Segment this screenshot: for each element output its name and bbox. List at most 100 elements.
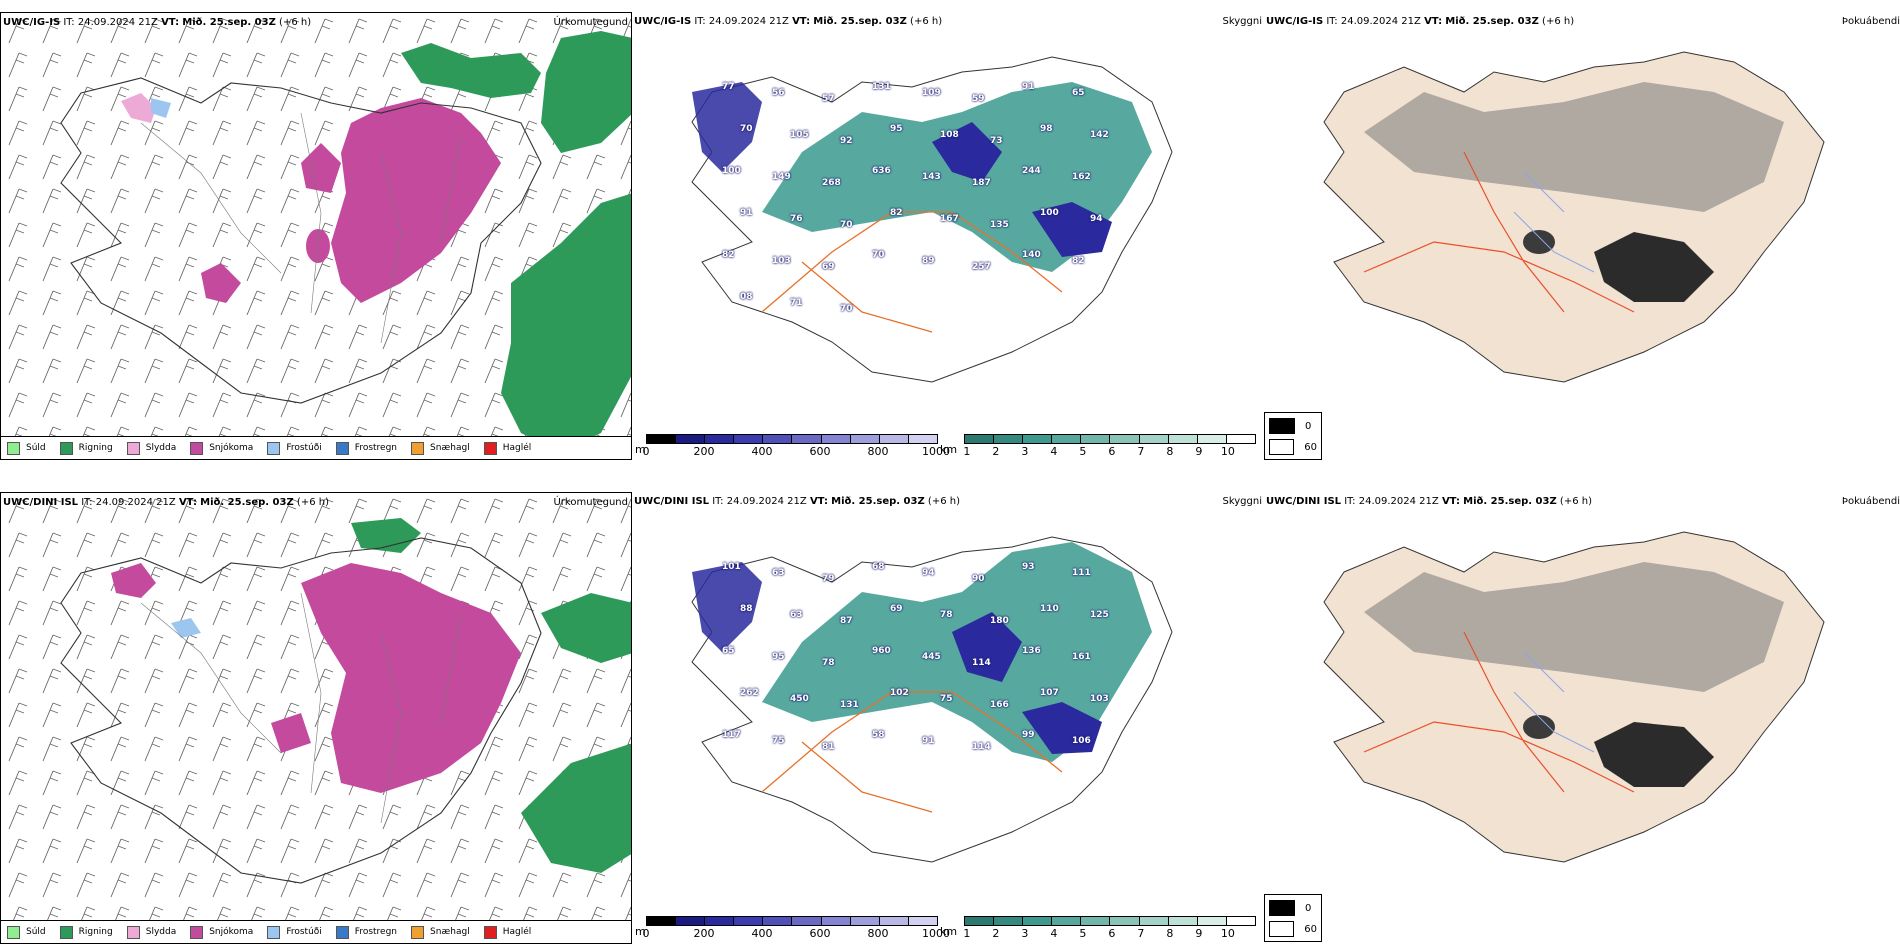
road-lines bbox=[761, 691, 1063, 813]
colorbar-segment bbox=[763, 435, 793, 443]
colorbar-tick-label: 800 bbox=[867, 445, 889, 458]
legend-swatch bbox=[126, 441, 140, 455]
cloud-base-label: 82 bbox=[890, 208, 903, 218]
legend-swatch bbox=[190, 925, 204, 939]
colorbar-tick-label: 10 bbox=[1220, 445, 1235, 458]
variable-name: Skyggni bbox=[1222, 16, 1262, 27]
legend-swatch bbox=[411, 441, 425, 455]
legend-label: Frostregn bbox=[354, 443, 398, 453]
iceland-coastline bbox=[60, 77, 542, 404]
colorbar-tick-label: 4 bbox=[1050, 927, 1058, 940]
map-dini-precip bbox=[1, 493, 631, 943]
lead-time: (+6 h) bbox=[910, 16, 943, 27]
map-igis-fog bbox=[1323, 51, 1825, 383]
colorbar-tick-label: 5 bbox=[1079, 445, 1087, 458]
colorbar-bar bbox=[964, 916, 1256, 926]
cloud-base-label: 180 bbox=[990, 616, 1009, 626]
cloud-base-label: 71 bbox=[790, 298, 803, 308]
it-value: 24.09.2024 21Z bbox=[95, 497, 176, 508]
cloud-base-label: 90 bbox=[972, 574, 985, 584]
cloud-base-label: 56 bbox=[772, 88, 785, 98]
it-value: 24.09.2024 21Z bbox=[77, 17, 158, 28]
road-lines bbox=[1363, 631, 1635, 793]
cloud-base-label: 140 bbox=[1022, 250, 1041, 260]
cloud-base-label: 109 bbox=[922, 88, 941, 98]
it-label: IT: bbox=[63, 17, 75, 28]
colorbar-segment bbox=[821, 435, 851, 443]
variable-name: Skyggni bbox=[1222, 496, 1262, 507]
cloud-base-label: 65 bbox=[722, 646, 735, 656]
model-name: UWC/IG-IS bbox=[3, 17, 61, 28]
cloud-base-label: 92 bbox=[840, 136, 853, 146]
colorbar-bar bbox=[646, 434, 938, 444]
map-dini-cloud bbox=[691, 536, 1173, 863]
cloud-base-label: 110 bbox=[1040, 604, 1059, 614]
cloud-base-label: 70 bbox=[872, 250, 885, 260]
precip-snow-area bbox=[301, 563, 521, 793]
legend-label: Súld bbox=[26, 927, 46, 937]
cloud-base-label: 81 bbox=[822, 742, 835, 752]
legend-swatch bbox=[59, 441, 73, 455]
legend-label: Rigning bbox=[78, 927, 113, 937]
fog-legend-value: 60 bbox=[1304, 441, 1317, 453]
road-lines bbox=[140, 592, 462, 824]
vt-value: Mið. 25.sep. 03Z bbox=[200, 497, 294, 508]
cloud-base-label: 106 bbox=[1072, 736, 1091, 746]
panel-dini-fog: UWC/DINI ISL IT: 24.09.2024 21Z VT: Mið.… bbox=[1264, 492, 1900, 944]
colorbar-tick-label: 6 bbox=[1108, 445, 1116, 458]
colorbar-tick-label: 8 bbox=[1166, 445, 1174, 458]
fog-legend: 0 60 bbox=[1264, 412, 1322, 460]
precip-freezing-drizzle-area bbox=[171, 618, 201, 638]
colorbar-tick-label: 10 bbox=[1220, 927, 1235, 940]
colorbar-tick-label: 600 bbox=[809, 445, 831, 458]
legend-item: Slydda bbox=[126, 441, 176, 455]
legend-swatch bbox=[335, 925, 349, 939]
colorbar-segment bbox=[705, 435, 735, 443]
model-name: UWC/IG-IS bbox=[1266, 16, 1324, 27]
lead-time: (+6 h) bbox=[927, 496, 960, 507]
colorbar-segment bbox=[734, 917, 764, 925]
legend-item: Snæhagl bbox=[411, 441, 470, 455]
cloud-base-label: 143 bbox=[922, 172, 941, 182]
colorbar-segment bbox=[1139, 435, 1169, 443]
cloud-base-label: 91 bbox=[922, 736, 935, 746]
cloud-base-label: 89 bbox=[922, 256, 935, 266]
vt-value: Mið. 25.sep. 03Z bbox=[1445, 16, 1539, 27]
precip-rain-area bbox=[521, 743, 631, 873]
legend-label: Snæhagl bbox=[430, 443, 470, 453]
colorbar-segment bbox=[1197, 435, 1227, 443]
panel-header: UWC/IG-IS IT: 24.09.2024 21Z VT: Mið. 25… bbox=[634, 16, 942, 27]
cloud-base-area bbox=[1032, 202, 1112, 257]
cloud-base-area bbox=[952, 612, 1022, 682]
colorbar-segment bbox=[1110, 435, 1140, 443]
variable-name: Úrkomutegund bbox=[553, 17, 628, 28]
cloud-base-label: 187 bbox=[972, 178, 991, 188]
cloud-base-label: 70 bbox=[840, 304, 853, 314]
legend-item: Snæhagl bbox=[411, 925, 470, 939]
cloud-base-label: 78 bbox=[940, 610, 953, 620]
variable-name: Þokuábendi bbox=[1841, 16, 1900, 27]
legend-label: Haglél bbox=[502, 443, 532, 453]
colorbar-segment bbox=[763, 917, 793, 925]
colorbar-segment bbox=[965, 917, 995, 925]
cloud-base-label: 125 bbox=[1090, 610, 1109, 620]
cloud-base-label: 166 bbox=[990, 700, 1009, 710]
colorbar-tick-label: 4 bbox=[1050, 445, 1058, 458]
legend-swatch bbox=[335, 441, 349, 455]
cloud-base-label: 257 bbox=[972, 262, 991, 272]
cloud-base-label: 94 bbox=[1090, 214, 1103, 224]
legend-label: Frostúði bbox=[286, 927, 322, 937]
it-label: IT: bbox=[1326, 16, 1338, 27]
colorbar-segment bbox=[1139, 917, 1169, 925]
colorbar-unit: km bbox=[940, 443, 958, 456]
model-name: UWC/IG-IS bbox=[634, 16, 692, 27]
colorbar-unit: m bbox=[635, 925, 646, 938]
fog-legend-value: 60 bbox=[1304, 923, 1317, 935]
colorbar-tick-label: 2 bbox=[992, 445, 1000, 458]
legend-label: Frostregn bbox=[354, 927, 398, 937]
colorbar-segment bbox=[879, 917, 909, 925]
vt-value: Mið. 25.sep. 03Z bbox=[1463, 496, 1557, 507]
colorbar-segment bbox=[734, 435, 764, 443]
legend-item: Haglél bbox=[483, 925, 531, 939]
legend-item: Slydda bbox=[126, 925, 176, 939]
